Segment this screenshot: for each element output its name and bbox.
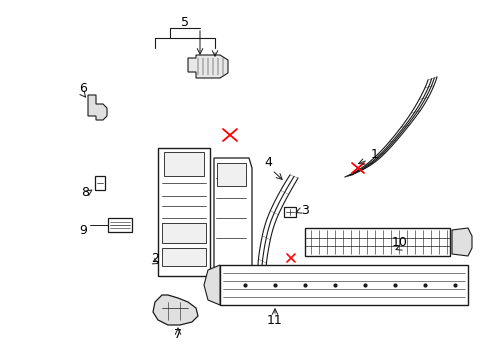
Text: 10: 10 — [391, 237, 407, 249]
Polygon shape — [203, 265, 220, 305]
Text: 6: 6 — [79, 81, 87, 94]
Polygon shape — [451, 228, 471, 256]
Text: 4: 4 — [264, 156, 271, 168]
Polygon shape — [162, 248, 205, 266]
Polygon shape — [220, 265, 467, 305]
Polygon shape — [88, 95, 107, 120]
Text: 1: 1 — [370, 148, 378, 162]
Polygon shape — [158, 148, 209, 276]
Text: 8: 8 — [81, 185, 89, 198]
Polygon shape — [163, 152, 203, 176]
Polygon shape — [214, 158, 251, 276]
Bar — [284, 207, 295, 217]
Text: 3: 3 — [301, 203, 308, 216]
Text: 11: 11 — [266, 314, 282, 327]
Polygon shape — [187, 55, 227, 78]
Polygon shape — [217, 163, 245, 186]
Polygon shape — [153, 295, 198, 325]
Text: 5: 5 — [181, 15, 189, 28]
Text: 2: 2 — [151, 252, 159, 265]
FancyBboxPatch shape — [95, 176, 105, 190]
Text: 7: 7 — [174, 328, 182, 342]
Polygon shape — [305, 228, 449, 256]
Text: 9: 9 — [79, 224, 87, 237]
Bar — [108, 218, 132, 232]
Polygon shape — [162, 223, 205, 243]
